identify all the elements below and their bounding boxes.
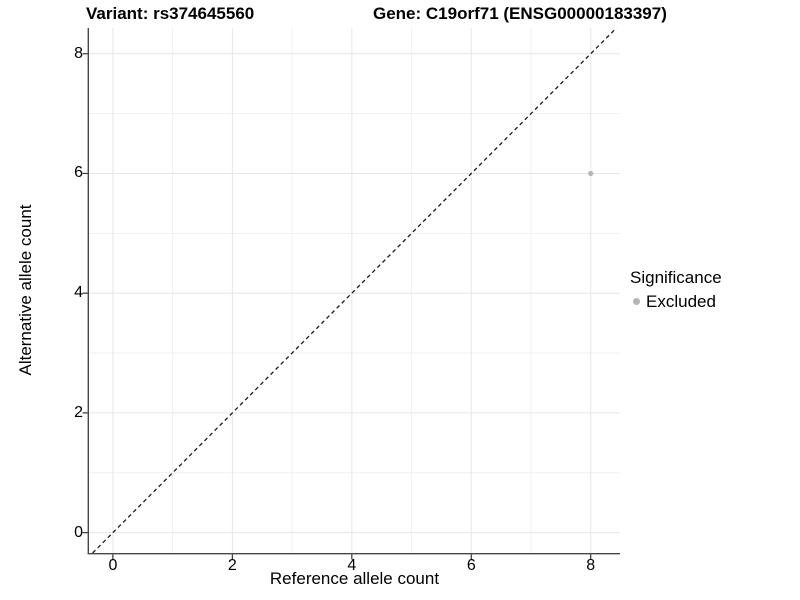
x-tick-label: 6 xyxy=(466,557,476,574)
legend-item-label: Excluded xyxy=(646,291,716,311)
data-point xyxy=(588,170,594,177)
legend: Significance Excluded xyxy=(630,268,722,311)
x-tick-label: 4 xyxy=(347,557,357,574)
identity-reference-line xyxy=(92,27,617,554)
plot-panel xyxy=(82,27,620,560)
x-axis-title: Reference allele count xyxy=(269,569,440,588)
legend-title: Significance xyxy=(630,268,722,287)
legend-key-dot-icon xyxy=(633,298,640,305)
y-tick-label: 2 xyxy=(74,403,83,421)
y-tick-label: 0 xyxy=(74,523,83,541)
x-tick-label: 0 xyxy=(108,557,118,574)
y-tick-label: 4 xyxy=(74,284,83,302)
y-tick-label: 6 xyxy=(74,164,83,182)
plot-canvas xyxy=(82,27,620,560)
x-tick-label: 8 xyxy=(586,557,596,574)
legend-items: Excluded xyxy=(630,292,722,311)
y-axis-title: Alternative allele count xyxy=(16,204,35,376)
variant-title: Variant: rs374645560 xyxy=(86,4,255,23)
legend-item: Excluded xyxy=(630,292,722,311)
x-tick-label: 2 xyxy=(227,557,237,574)
gene-title: Gene: C19orf71 (ENSG00000183397) xyxy=(373,4,667,23)
y-tick-label: 8 xyxy=(74,44,83,62)
